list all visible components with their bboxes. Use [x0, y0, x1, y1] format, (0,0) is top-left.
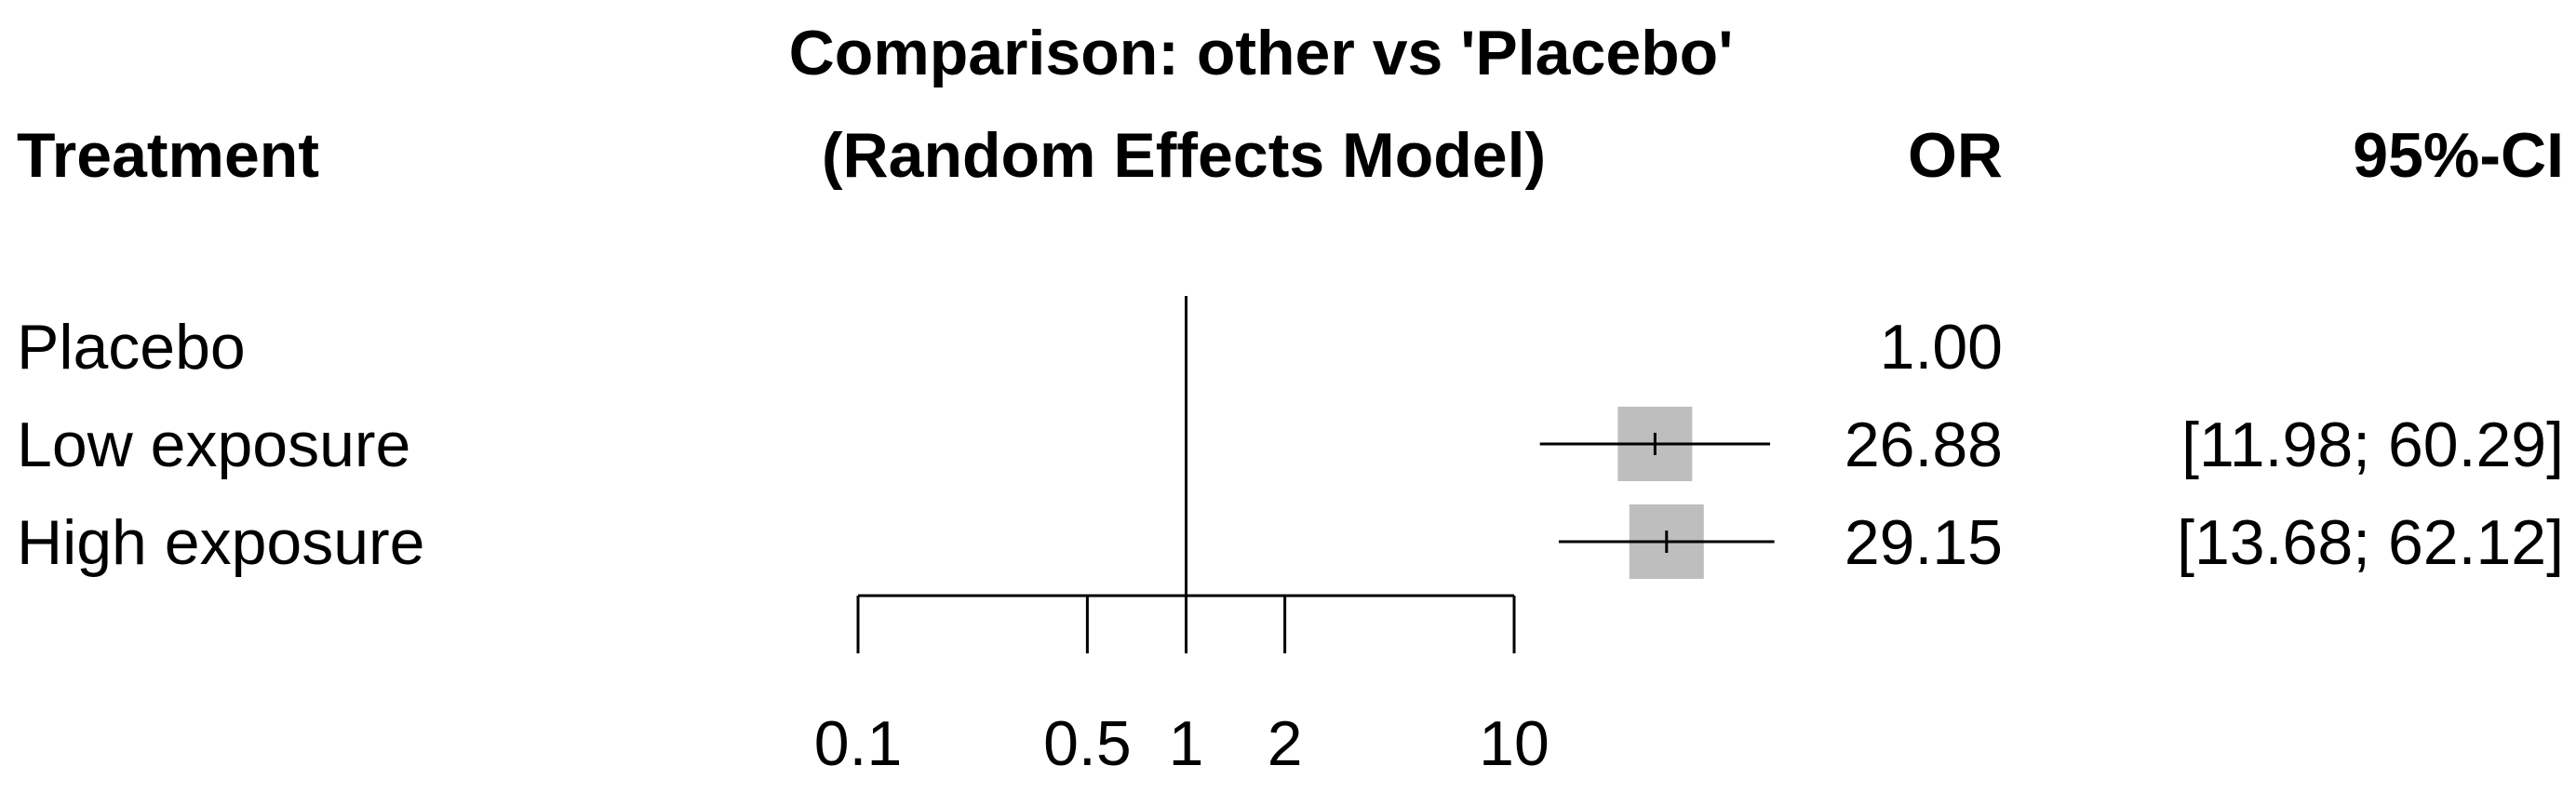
- x-tick-label: 1: [1169, 708, 1204, 779]
- x-tick-label: 10: [1479, 708, 1550, 779]
- ci-value: [13.68; 62.12]: [2177, 507, 2564, 578]
- x-tick-label: 0.5: [1043, 708, 1132, 779]
- header-or: OR: [1908, 120, 2003, 191]
- treatment-label: Placebo: [17, 312, 246, 383]
- or-value: 1.00: [1880, 312, 2003, 383]
- x-tick-label: 2: [1268, 708, 1303, 779]
- or-value: 29.15: [1845, 507, 2003, 578]
- header-treatment: Treatment: [17, 120, 319, 191]
- or-value: 26.88: [1845, 410, 2003, 480]
- ci-value: [11.98; 60.29]: [2181, 410, 2564, 480]
- header-ci: 95%-CI: [2353, 120, 2564, 191]
- x-tick-label: 0.1: [814, 708, 903, 779]
- treatment-label: Low exposure: [17, 410, 410, 480]
- chart-title-line1: Comparison: other vs 'Placebo': [789, 18, 1734, 88]
- treatment-label: High exposure: [17, 507, 424, 578]
- chart-title-line2: (Random Effects Model): [822, 120, 1546, 191]
